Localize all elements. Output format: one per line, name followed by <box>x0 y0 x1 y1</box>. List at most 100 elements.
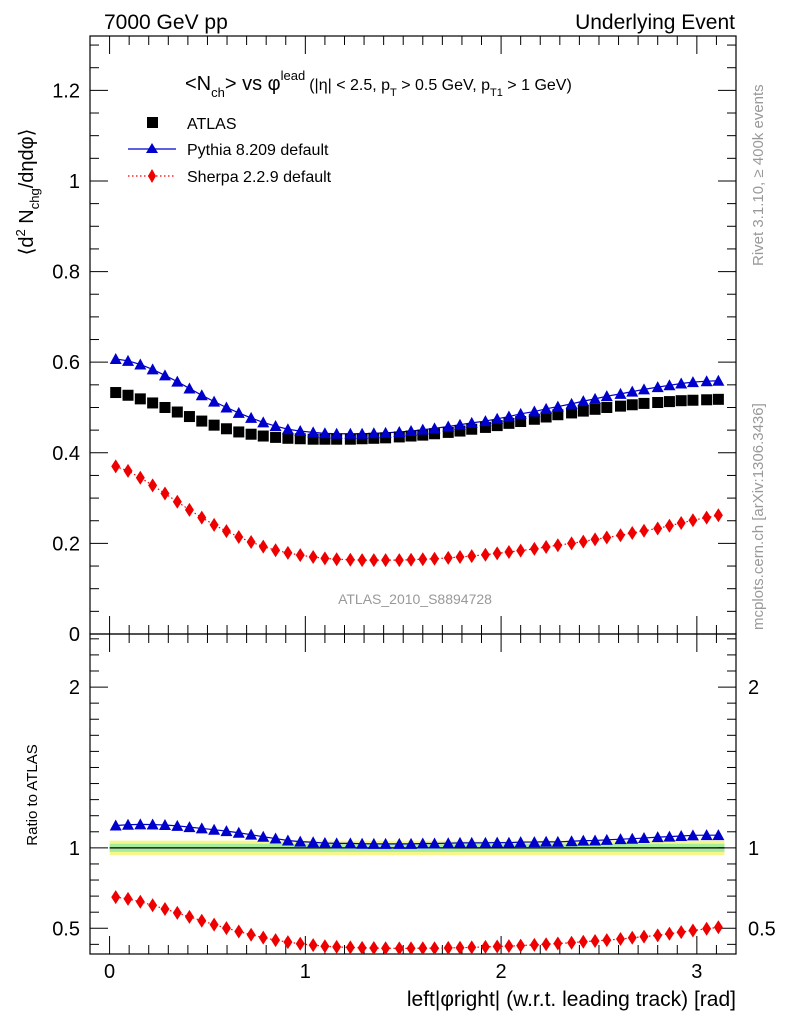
sherpa-point <box>123 463 133 478</box>
sherpa-point <box>430 551 440 566</box>
sherpa-point <box>664 518 674 533</box>
pythia-point <box>257 416 270 428</box>
ratio-sherpa-point <box>172 905 182 920</box>
ratio-sherpa-point <box>676 925 686 940</box>
atlas-point <box>110 387 122 399</box>
ratio-sherpa-point <box>111 890 121 905</box>
pythia-point <box>663 379 676 391</box>
ratio-sherpa-point <box>271 933 281 948</box>
ratio-pythia-point <box>367 837 380 849</box>
pythia-point <box>232 406 245 418</box>
pythia-point <box>442 420 455 432</box>
ratio-axis-ticks: 0.5 0.5 1 1 2 2 0 1 2 3 <box>52 638 776 983</box>
sherpa-point <box>234 530 244 545</box>
ratio-sherpa-point <box>209 917 219 932</box>
sherpa-point <box>653 521 663 536</box>
sherpa-point <box>246 535 256 550</box>
ratio-sherpa-point <box>234 924 244 939</box>
ratio-pythia-point <box>158 819 171 831</box>
legend: ATLAS Pythia 8.209 default Sherpa 2.2.9 … <box>128 116 332 186</box>
sherpa-point <box>578 534 588 549</box>
analysis-id: ATLAS_2010_S8894728 <box>338 591 492 607</box>
ratio-pythia-point <box>307 836 320 848</box>
ratio-pythia-point <box>393 837 406 849</box>
ratio-pythia-point <box>551 835 564 847</box>
ratio-ytick-label-right: 0.5 <box>748 918 776 940</box>
pythia-point <box>245 411 258 423</box>
ratio-pythia-point <box>528 836 541 848</box>
ratio-pythia-point <box>208 823 221 835</box>
atlas-point <box>331 433 343 445</box>
legend-marker-sherpa <box>148 169 156 183</box>
atlas-point <box>417 429 429 441</box>
plot-title: <Nch> vs φlead(|η| < 2.5, pT > 0.5 GeV, … <box>185 68 572 100</box>
pythia-point <box>146 363 159 375</box>
atlas-point <box>319 433 331 445</box>
pythia-point <box>565 397 578 409</box>
ratio-sherpa-point <box>578 934 588 949</box>
sherpa-line <box>115 465 719 561</box>
pythia-point <box>356 427 369 439</box>
ratio-sherpa-point <box>504 939 514 954</box>
ratio-pythia-point <box>109 819 122 831</box>
pythia-point <box>675 377 688 389</box>
pythia-point <box>330 427 343 439</box>
atlas-point <box>171 406 183 418</box>
main-ytick-label: 0.2 <box>52 533 80 555</box>
sherpa-point <box>443 550 453 565</box>
xtick-label: 1 <box>300 961 311 983</box>
atlas-point <box>270 431 282 443</box>
sherpa-point <box>602 530 612 545</box>
ratio-series-group <box>109 818 725 954</box>
ratio-pythia-point <box>700 829 713 841</box>
atlas-point <box>454 425 466 437</box>
sherpa-point <box>258 539 268 554</box>
ratio-pythia-point <box>491 836 504 848</box>
pythia-point <box>614 387 627 399</box>
ratio-sherpa-point <box>381 941 391 954</box>
sherpa-point <box>529 541 539 556</box>
ratio-sherpa-point <box>123 891 133 906</box>
sherpa-point <box>418 552 428 567</box>
atlas-point <box>515 416 527 428</box>
pythia-point <box>626 385 639 397</box>
ratio-sherpa-point <box>184 909 194 924</box>
ratio-pythia-point <box>171 819 184 831</box>
atlas-point <box>429 428 441 440</box>
ratio-pythia-point <box>577 834 590 846</box>
ratio-sherpa-point <box>430 941 440 954</box>
ratio-pythia-point <box>356 837 369 849</box>
pythia-point <box>502 410 515 422</box>
pythia-point <box>269 420 282 432</box>
atlas-point <box>122 389 134 401</box>
ratio-sherpa-point <box>516 938 526 953</box>
sherpa-point <box>590 532 600 547</box>
ratio-sherpa-point <box>455 940 465 954</box>
pythia-point <box>577 395 590 407</box>
ratio-xlabel: left|φright| (w.r.t. leading track) [rad… <box>407 988 736 1011</box>
ratio-sherpa-point <box>664 926 674 941</box>
atlas-point <box>712 393 724 405</box>
ratio-pythia-point <box>514 836 527 848</box>
ratio-sherpa-point <box>369 941 379 954</box>
xtick-label: 3 <box>691 961 702 983</box>
ratio-sherpa-point <box>553 936 563 951</box>
sherpa-point <box>197 510 207 525</box>
ratio-pythia-point <box>146 818 159 830</box>
sherpa-point <box>567 536 577 551</box>
ratio-ytick-label: 1 <box>69 838 80 860</box>
sherpa-point <box>295 548 305 563</box>
ratio-sherpa-point <box>639 929 649 944</box>
ratio-sherpa-point <box>602 933 612 948</box>
ratio-pythia-point <box>675 829 688 841</box>
pythia-point <box>465 416 478 428</box>
pythia-point <box>491 412 504 424</box>
ratio-pythia-point <box>651 831 664 843</box>
pythia-point <box>367 427 380 439</box>
sherpa-point <box>406 552 416 567</box>
atlas-point <box>652 397 664 409</box>
pythia-point <box>514 407 527 419</box>
sherpa-point <box>148 478 158 493</box>
sherpa-point <box>172 494 182 509</box>
pythia-point <box>208 395 221 407</box>
